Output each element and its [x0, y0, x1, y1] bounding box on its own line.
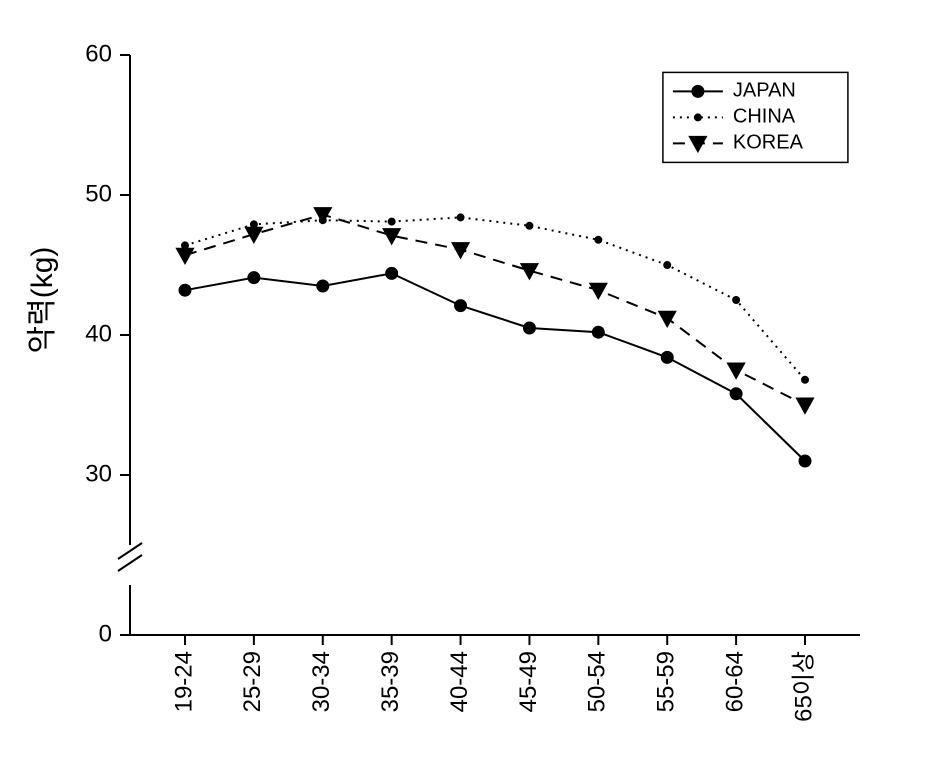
- svg-text:40: 40: [85, 320, 112, 347]
- svg-text:19-24: 19-24: [170, 651, 197, 712]
- svg-text:65이상: 65이상: [790, 651, 817, 722]
- svg-text:45-49: 45-49: [515, 651, 542, 712]
- svg-text:35-39: 35-39: [377, 651, 404, 712]
- svg-text:0: 0: [99, 620, 112, 647]
- svg-text:50-54: 50-54: [584, 651, 611, 712]
- svg-text:KOREA: KOREA: [733, 132, 804, 154]
- svg-text:60: 60: [85, 40, 112, 67]
- svg-text:악력(kg): 악력(kg): [26, 247, 59, 354]
- chart-container: 0 30 40 50 60 19-24 25-29 30-34 35-39 40-44 45-49 5…: [0, 0, 933, 781]
- svg-text:55-59: 55-59: [653, 651, 680, 712]
- svg-text:CHINA: CHINA: [733, 106, 796, 128]
- svg-text:25-29: 25-29: [239, 651, 266, 712]
- svg-text:40-44: 40-44: [446, 651, 473, 712]
- svg-text:30-34: 30-34: [308, 651, 335, 712]
- svg-text:JAPAN: JAPAN: [733, 80, 796, 102]
- svg-text:30: 30: [85, 460, 112, 487]
- grip-strength-chart: 0 30 40 50 60 19-24 25-29 30-34 35-39 40-44 45-49 5…: [0, 0, 933, 781]
- svg-text:50: 50: [85, 180, 112, 207]
- svg-text:60-64: 60-64: [721, 651, 748, 712]
